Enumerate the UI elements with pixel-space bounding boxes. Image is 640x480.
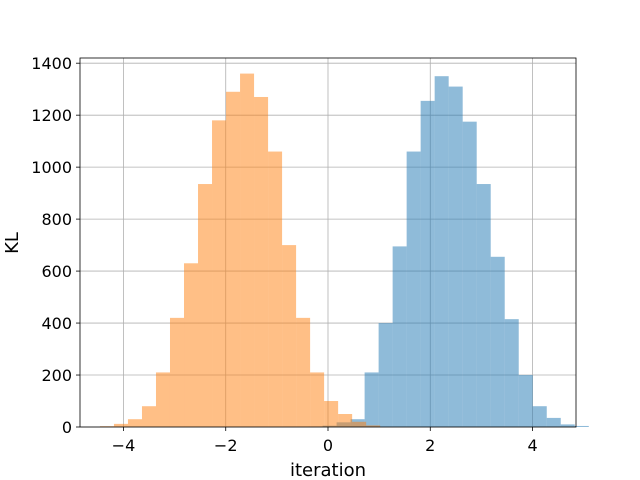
y-tick-label: 400 — [41, 314, 72, 333]
histogram-bars — [99, 73, 589, 428]
histogram-bar-series-2 — [240, 73, 255, 427]
histogram-bar-series-2 — [282, 245, 297, 427]
x-tick-label: 0 — [323, 436, 333, 455]
histogram-bar-series-2 — [338, 414, 353, 427]
y-tick-label: 200 — [41, 366, 72, 385]
x-tick-label: −4 — [112, 436, 136, 455]
histogram-bar-series-2 — [113, 423, 128, 427]
histogram-bar-series-1 — [574, 425, 589, 427]
y-axis-label: KL — [2, 232, 23, 254]
y-tick-label: 0 — [62, 418, 72, 437]
y-tick-label: 800 — [41, 210, 72, 229]
histogram-bar-series-1 — [462, 121, 477, 427]
histogram-bar-series-2 — [324, 401, 339, 427]
histogram-bar-series-2 — [212, 120, 227, 427]
histogram-bar-series-1 — [532, 406, 547, 427]
histogram-bar-series-1 — [448, 86, 463, 428]
x-axis-label: iteration — [290, 460, 366, 480]
histogram-bar-series-1 — [504, 319, 519, 427]
histogram-bar-series-1 — [546, 417, 561, 427]
histogram-bar-series-1 — [518, 375, 533, 427]
histogram-bar-series-1 — [392, 246, 407, 427]
y-tick-label: 1200 — [31, 106, 72, 125]
histogram-bar-series-2 — [155, 372, 170, 427]
histogram-bar-series-2 — [198, 184, 213, 427]
histogram-bar-series-1 — [420, 100, 435, 427]
y-tick-label: 600 — [41, 262, 72, 281]
histogram-bar-series-2 — [226, 91, 241, 428]
histogram-bar-series-2 — [184, 263, 199, 427]
histogram-bar-series-1 — [378, 323, 393, 427]
histogram-bar-series-2 — [127, 419, 142, 427]
histogram-bar-series-1 — [560, 424, 575, 427]
histogram-bar-series-2 — [352, 421, 367, 427]
histogram-bar-series-2 — [254, 96, 269, 427]
histogram-bar-series-1 — [364, 372, 379, 427]
x-tick-label: −2 — [214, 436, 238, 455]
histogram-bar-series-2 — [310, 372, 325, 427]
axis-ticks: −4 −2 0 2 4 0 200 400 600 800 1000 1200 1400 — [31, 54, 537, 455]
histogram-bar-series-2 — [141, 406, 156, 427]
histogram-bar-series-2 — [296, 317, 311, 427]
y-tick-label: 1000 — [31, 158, 72, 177]
histogram-bar-series-1 — [406, 151, 421, 427]
histogram-bar-series-1 — [476, 184, 491, 427]
histogram-bar-series-2 — [169, 317, 185, 427]
x-tick-label: 4 — [527, 436, 537, 455]
x-tick-label: 2 — [425, 436, 435, 455]
histogram-bar-series-2 — [268, 151, 283, 427]
y-tick-label: 1400 — [31, 54, 72, 73]
histogram-bar-series-1 — [434, 76, 449, 428]
histogram-bar-series-2 — [366, 425, 381, 427]
histogram-bar-series-1 — [490, 256, 505, 427]
